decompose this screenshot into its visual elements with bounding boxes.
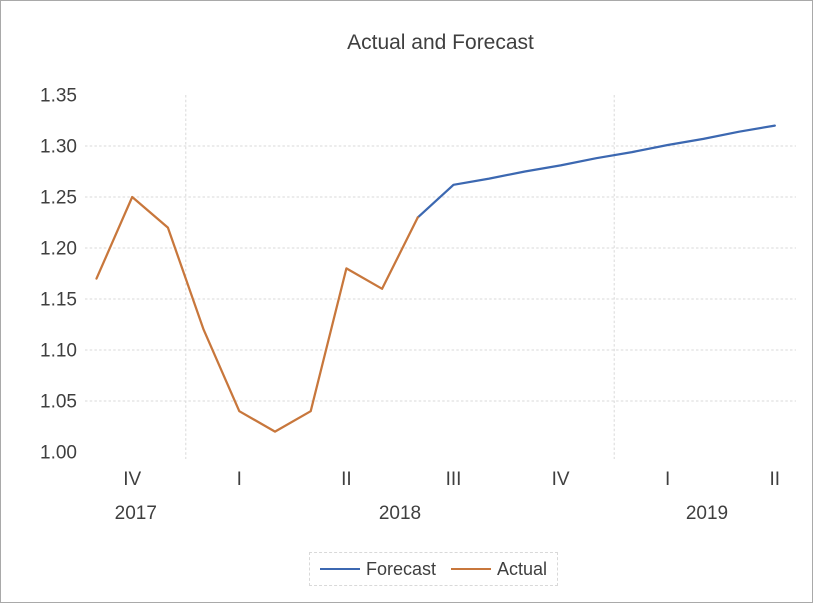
y-tick-label: 1.15 xyxy=(40,290,77,311)
forecast-line xyxy=(416,124,776,219)
year-label: 2019 xyxy=(686,503,728,524)
x-tick-label: I xyxy=(237,469,242,490)
legend-entry-forecast: Forecast xyxy=(319,558,436,580)
actual-line-swatch xyxy=(451,567,491,571)
y-tick-label: 1.10 xyxy=(40,341,77,362)
y-tick-label: 1.30 xyxy=(40,137,77,158)
x-tick-label: II xyxy=(770,469,781,490)
forecast-legend-label: Forecast xyxy=(365,558,436,579)
y-tick-label: 1.05 xyxy=(40,392,77,413)
x-tick-label: IV xyxy=(552,469,570,490)
chart-title: Actual and Forecast xyxy=(347,31,534,54)
forecast-line-swatch xyxy=(319,567,360,571)
legend-entry-actual: Actual xyxy=(451,559,547,580)
actual-line xyxy=(95,195,419,433)
year-label: 2017 xyxy=(115,503,157,524)
y-tick-label: 1.20 xyxy=(40,239,77,260)
actual-legend-label: Actual xyxy=(497,558,548,579)
year-label: 2018 xyxy=(379,503,421,524)
x-tick-label: IV xyxy=(123,469,141,490)
y-tick-label: 1.35 xyxy=(40,86,77,107)
y-tick-label: 1.00 xyxy=(40,443,77,464)
y-tick-label: 1.25 xyxy=(40,188,77,209)
x-tick-label: III xyxy=(446,469,462,490)
x-tick-label: II xyxy=(341,469,352,490)
x-tick-label: I xyxy=(665,469,670,490)
legend: Forecast Actual xyxy=(309,552,558,586)
